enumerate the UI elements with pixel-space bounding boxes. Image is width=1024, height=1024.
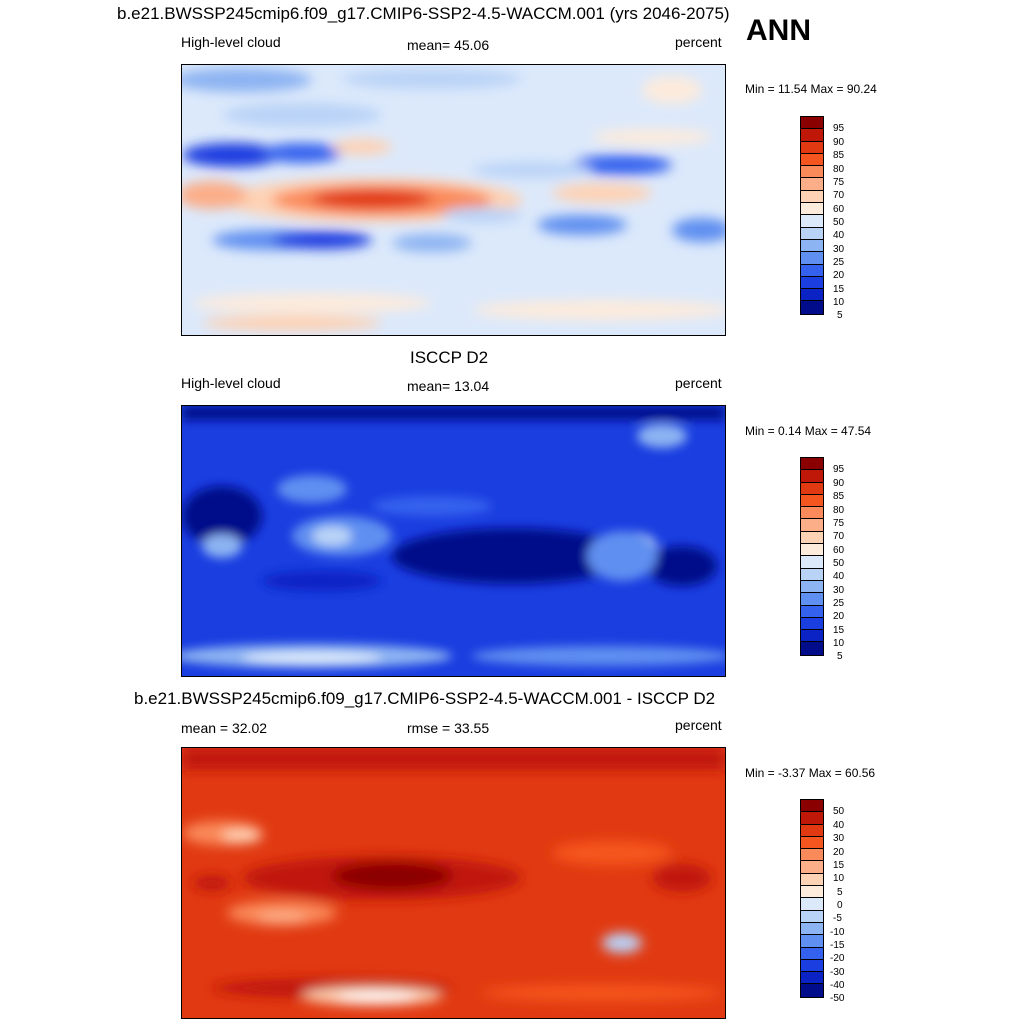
panel2-map	[181, 405, 726, 677]
colorbar-tick-label: 90	[833, 137, 845, 148]
colorbar-tick-label: 15	[833, 625, 845, 636]
colorbar-tick-label: 5	[837, 887, 843, 898]
colorbar-tick-label: 60	[833, 204, 845, 215]
panel2-colorbar	[800, 457, 824, 656]
colorbar-tick-label: 90	[833, 478, 845, 489]
colorbar-tick-label: 70	[833, 190, 845, 201]
colorbar-tick-label: -30	[830, 967, 845, 978]
panel3-colorbar	[800, 799, 824, 998]
colorbar-tick-label: 20	[833, 611, 845, 622]
colorbar-tick-label: 30	[833, 833, 845, 844]
colorbar-tick-label: 60	[833, 545, 845, 556]
colorbar-tick-label: 30	[833, 244, 845, 255]
colorbar-tick-label: 80	[833, 164, 845, 175]
colorbar-tick-label: -40	[830, 980, 845, 991]
colorbar-tick-label: 40	[833, 571, 845, 582]
panel1-minmax: Min = 11.54 Max = 90.24	[745, 82, 877, 96]
panel2-title: ISCCP D2	[410, 348, 489, 367]
colorbar-tick-label: 50	[833, 558, 845, 569]
colorbar-tick-label: 50	[833, 806, 845, 817]
colorbar-tick-label: 75	[833, 518, 845, 529]
colorbar-tick-label: 25	[833, 257, 845, 268]
colorbar-tick-label: 80	[833, 505, 845, 516]
colorbar-tick-label: 15	[833, 860, 845, 871]
panel3-rmse-label: rmse = 33.55	[407, 720, 490, 736]
panel3-units-label: percent	[675, 717, 722, 733]
colorbar-tick-label: 95	[833, 123, 845, 134]
panel3-mean-label: mean = 32.02	[181, 720, 268, 736]
colorbar-tick-label: 95	[833, 464, 845, 475]
colorbar-tick-label: 15	[833, 284, 845, 295]
season-label: ANN	[746, 14, 811, 47]
colorbar-tick-label: 85	[833, 491, 845, 502]
panel1-units-label: percent	[675, 34, 722, 50]
colorbar-tick-label: 5	[837, 310, 843, 321]
colorbar-tick-label: -15	[830, 940, 845, 951]
colorbar-tick-label: 75	[833, 177, 845, 188]
colorbar-tick-label: 25	[833, 598, 845, 609]
panel1-title: b.e21.BWSSP245cmip6.f09_g17.CMIP6-SSP2-4…	[117, 4, 730, 23]
colorbar-tick-label: 10	[833, 873, 845, 884]
panel3-minmax: Min = -3.37 Max = 60.56	[745, 766, 876, 780]
colorbar-tick-label: -5	[833, 913, 842, 924]
panel3-map	[181, 747, 726, 1019]
colorbar-tick-label: 10	[833, 638, 845, 649]
colorbar-tick-label: 70	[833, 531, 845, 542]
colorbar-tick-label: 40	[833, 820, 845, 831]
colorbar-tick-label: 10	[833, 297, 845, 308]
panel1-colorbar	[800, 116, 824, 315]
colorbar-tick-label: 0	[837, 900, 843, 911]
panel2-variable-label: High-level cloud	[181, 375, 281, 391]
colorbar-tick-label: -10	[830, 927, 845, 938]
panel1-mean-label: mean= 45.06	[407, 37, 490, 53]
colorbar-tick-label: 40	[833, 230, 845, 241]
colorbar-tick-label: 20	[833, 270, 845, 281]
colorbar-tick-label: 20	[833, 847, 845, 858]
colorbar-tick-label: 50	[833, 217, 845, 228]
panel1-map	[181, 64, 726, 336]
panel2-mean-label: mean= 13.04	[407, 378, 490, 394]
panel2-minmax: Min = 0.14 Max = 47.54	[745, 424, 872, 438]
colorbar-tick-label: 30	[833, 585, 845, 596]
colorbar-tick-label: 85	[833, 150, 845, 161]
panel3-title: b.e21.BWSSP245cmip6.f09_g17.CMIP6-SSP2-4…	[134, 689, 716, 708]
panel1-variable-label: High-level cloud	[181, 34, 281, 50]
panel2-units-label: percent	[675, 375, 722, 391]
colorbar-tick-label: -50	[830, 993, 845, 1004]
colorbar-tick-label: -20	[830, 953, 845, 964]
colorbar-tick-label: 5	[837, 651, 843, 662]
